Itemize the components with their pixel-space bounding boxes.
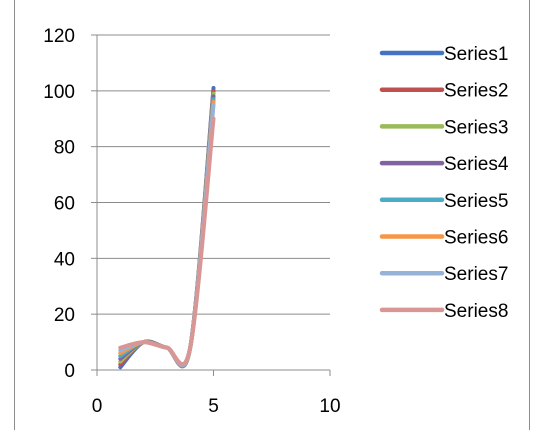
series-lines bbox=[118, 86, 216, 370]
legend-label-2: Series2 bbox=[444, 81, 508, 102]
legend-label-6: Series6 bbox=[444, 228, 508, 249]
legend-label-1: Series1 bbox=[444, 44, 508, 65]
chart-frame bbox=[14, 0, 530, 430]
y-tick-labels: 0 20 40 60 80 100 120 bbox=[43, 26, 75, 382]
x-tick-labels: 0 5 10 bbox=[92, 396, 341, 417]
series-line-8 bbox=[118, 116, 216, 366]
series-line-6 bbox=[118, 100, 216, 368]
series-line-4 bbox=[118, 94, 216, 368]
series-line-1 bbox=[118, 86, 216, 370]
series-line-2 bbox=[118, 88, 216, 368]
legend-label-8: Series8 bbox=[444, 301, 508, 322]
legend: Series1 Series2 Series3 Series4 Series5 Serie… bbox=[379, 44, 509, 322]
y-tick-label: 100 bbox=[43, 82, 75, 103]
y-tick-label: 20 bbox=[54, 305, 75, 326]
legend-label-5: Series5 bbox=[444, 191, 508, 212]
gridlines bbox=[91, 34, 330, 371]
legend-label-7: Series7 bbox=[444, 264, 508, 285]
x-tick-label: 0 bbox=[92, 396, 103, 417]
series-line-7 bbox=[118, 102, 216, 367]
y-tick-label: 0 bbox=[64, 361, 75, 382]
legend-label-4: Series4 bbox=[444, 154, 509, 175]
y-tick-label: 120 bbox=[43, 26, 75, 47]
axes bbox=[96, 35, 331, 376]
y-tick-label: 40 bbox=[54, 249, 75, 270]
legend-label-3: Series3 bbox=[444, 117, 508, 138]
series-line-5 bbox=[118, 97, 216, 368]
series-line-3 bbox=[118, 91, 216, 368]
x-tick-label: 10 bbox=[319, 396, 340, 417]
y-tick-label: 80 bbox=[54, 138, 75, 159]
y-tick-label: 60 bbox=[54, 194, 75, 215]
x-tick-label: 5 bbox=[208, 396, 219, 417]
